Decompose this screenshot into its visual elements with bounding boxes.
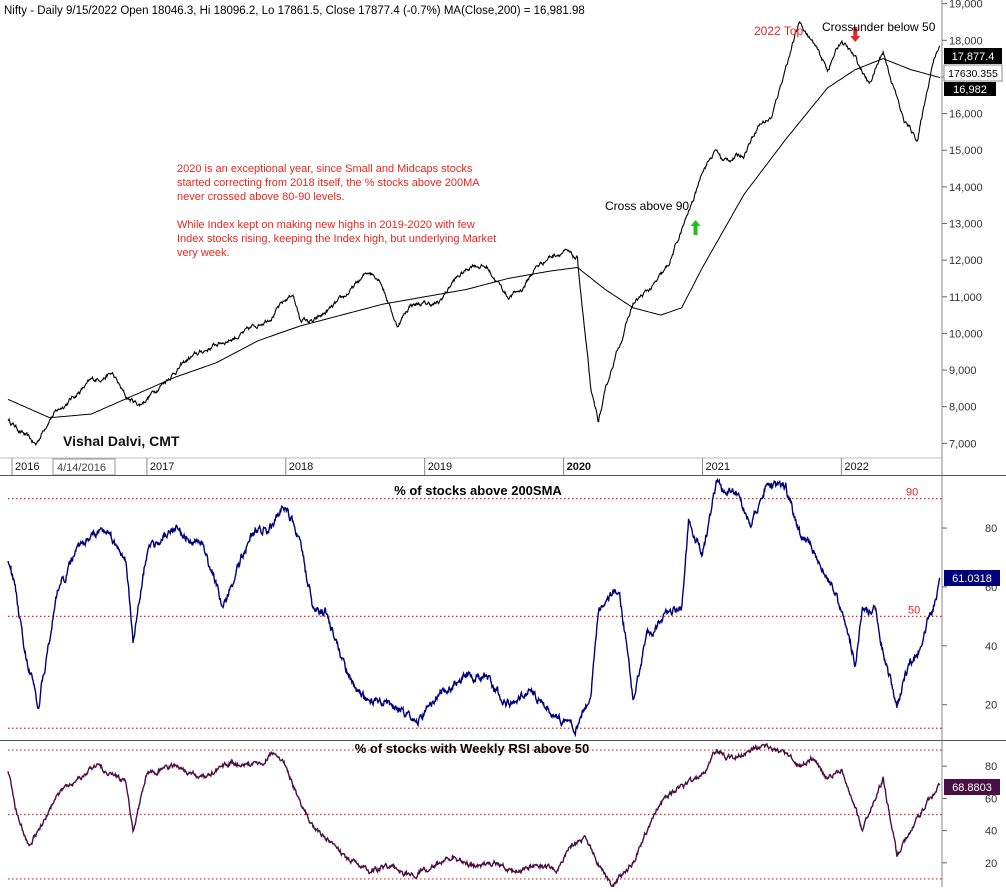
ma-value-badge: [943, 64, 1003, 82]
breadth-rsi-lines: [7, 742, 941, 889]
price-y-tick-label: 10,000: [949, 328, 983, 340]
breadth-rsi-title: % of stocks with Weekly RSI above 50: [355, 741, 590, 756]
price-y-tick-label: 8,000: [949, 402, 977, 414]
price-panel: 7,000 8,000 9,000 10,000 11,000 12,000 13,000 1…: [0, 0, 1003, 476]
date-tick-label: 2019: [428, 461, 452, 473]
breadth-rsi-y-ticks: 20 40 60 80: [942, 761, 997, 870]
breadth-200sma-y-tick-label: 80: [985, 523, 997, 535]
ma200-line: [7, 58, 941, 419]
price-header: Nifty - Daily 9/15/2022 Open 18046.3, Hi…: [4, 5, 585, 17]
down-arrow-marker: [850, 26, 861, 42]
date-tick-label: 2018: [289, 461, 313, 473]
breadth-rsi-panel: % of stocks with Weekly RSI above 50 20 4…: [7, 741, 1000, 889]
last-price-badge: [944, 48, 1002, 64]
date-tick-label: 2021: [705, 461, 729, 473]
nifty-price-line: [7, 20, 941, 447]
date-x-ticks: 2016 2017 2018 2019 2020 2021 2022: [11, 458, 869, 475]
up-arrow-marker: [690, 220, 701, 235]
breadth-rsi-y-tick-label: 20: [985, 858, 997, 870]
price-y-tick-label: 13,000: [949, 219, 983, 231]
price-y-tick-label: 16,000: [949, 109, 983, 121]
breadth-200sma-title: % of stocks above 200SMA: [394, 483, 562, 498]
breadth-200sma-last-label: 61.0318: [952, 573, 992, 585]
price-plot-area: [0, 0, 942, 475]
price-y-tick-label: 12,000: [949, 255, 983, 267]
date-tick-label: 2017: [150, 461, 174, 473]
price-y-tick-label: 7,000: [949, 438, 977, 450]
note-line-6: very week.: [177, 247, 230, 259]
breadth-rsi-y-tick-label: 60: [985, 793, 997, 805]
date-tick-label: 2016: [15, 461, 39, 473]
last-price-label: 17,877.4: [952, 51, 995, 63]
ma-price-label: 16,982: [953, 84, 987, 96]
price-markers: [690, 26, 861, 235]
date-tick-label: 2022: [844, 461, 868, 473]
price-y-tick-label: 19,000: [949, 0, 983, 11]
breadth-rsi-ref-lines: [8, 749, 942, 880]
price-y-tick-label: 11,000: [949, 292, 982, 304]
date-tick-label: 2020: [567, 461, 591, 473]
cursor-date-label: 4/14/2016: [57, 462, 106, 474]
breadth-200sma-line: [7, 477, 941, 738]
price-y-ticks: 7,000 8,000 9,000 10,000 11,000 12,000 13,000 1…: [942, 0, 983, 450]
breadth-200sma-y-tick-label: 40: [985, 641, 997, 653]
price-y-tick-label: 14,000: [949, 182, 983, 194]
breadth-200sma-lines: [7, 477, 941, 738]
author-label: Vishal Dalvi, CMT: [63, 433, 180, 449]
breadth-200sma-y-tick-label: 20: [985, 700, 997, 712]
price-y-tick-label: 9,000: [949, 365, 977, 377]
note-line-3: never crossed above 80-90 levels.: [177, 191, 345, 203]
note-line-1: 2020 is an exceptional year, since Small…: [177, 163, 473, 175]
ma-value-label: 17630.355: [948, 68, 998, 80]
breadth-200sma-ref-label: 50: [908, 604, 920, 616]
breadth-200sma-ref-label: 90: [906, 487, 918, 499]
ma-price-badge: [944, 82, 996, 96]
note-line-5: Index stocks rising, keeping the Index h…: [177, 233, 496, 245]
note-line-2: started correcting from 2018 itself, the…: [177, 177, 480, 189]
price-y-tick-label: 18,000: [949, 35, 983, 47]
breadth-200sma-last-badge: [944, 570, 1000, 586]
price-lines: [7, 20, 941, 447]
breadth-rsi-line: [7, 742, 941, 889]
breadth-rsi-last-label: 68.8803: [952, 782, 992, 794]
price-y-tick-label: 15,000: [949, 145, 983, 157]
breadth-200sma-ref-lines: 90 50: [8, 487, 942, 729]
annotation-cross-above-90: Cross above 90: [605, 199, 689, 213]
breadth-rsi-y-tick-label: 40: [985, 826, 997, 838]
annotation-crossunder: Crossunder below 50: [822, 20, 936, 34]
breadth-rsi-y-tick-label: 80: [985, 761, 997, 773]
annotation-2022-top: 2022 Top: [754, 24, 803, 38]
note-line-4: While Index kept on making new highs in …: [177, 219, 475, 231]
breadth-rsi-last-badge: [944, 779, 1000, 795]
